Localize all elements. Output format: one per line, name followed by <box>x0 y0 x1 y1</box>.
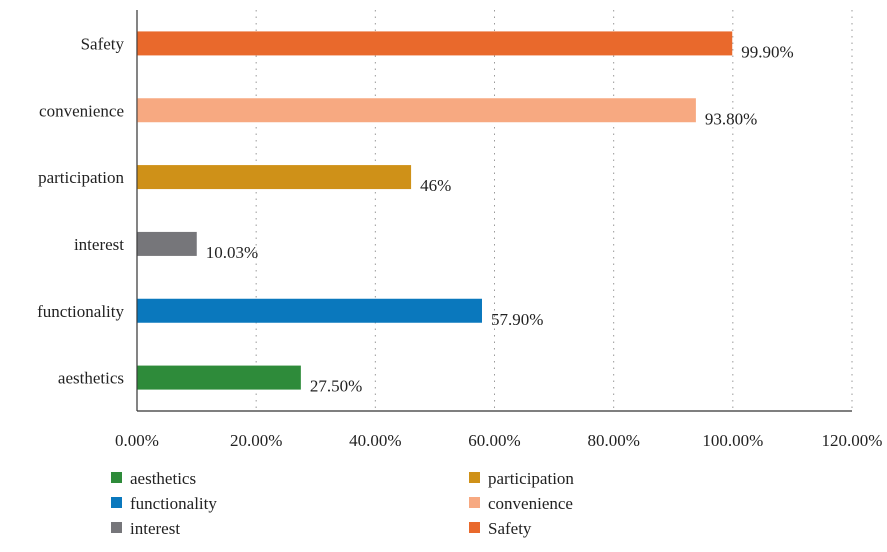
data-label-convenience: 93.80% <box>705 109 757 128</box>
bar-safety <box>137 31 733 56</box>
x-tick-label: 80.00% <box>587 431 639 450</box>
x-tick-labels: 0.00% 20.00% 40.00% 60.00% 80.00% 100.00% 120.… <box>115 431 882 450</box>
legend: aesthetics functionality interest participa… <box>111 469 574 538</box>
legend-label: functionality <box>130 494 217 513</box>
data-labels: 27.50% 57.90% 10.03% 46% 93.80% 99.90% <box>206 42 794 395</box>
legend-item-functionality: functionality <box>111 494 217 513</box>
legend-label: Safety <box>488 519 532 538</box>
legend-label: aesthetics <box>130 469 196 488</box>
legend-swatch <box>111 522 122 533</box>
data-label-participation: 46% <box>420 176 451 195</box>
legend-swatch <box>469 472 480 483</box>
data-label-interest: 10.03% <box>206 243 258 262</box>
category-labels: aesthetics functionality interest participa… <box>37 34 124 387</box>
x-tick-label: 40.00% <box>349 431 401 450</box>
legend-label: convenience <box>488 494 573 513</box>
legend-label: participation <box>488 469 574 488</box>
legend-item-safety: Safety <box>469 519 532 538</box>
category-label-convenience: convenience <box>39 101 124 120</box>
legend-item-aesthetics: aesthetics <box>111 469 196 488</box>
data-label-functionality: 57.90% <box>491 310 543 329</box>
bar-aesthetics <box>137 365 301 390</box>
grid-lines <box>255 10 853 411</box>
data-label-safety: 99.90% <box>741 42 793 61</box>
data-label-aesthetics: 27.50% <box>310 377 362 396</box>
bar-participation <box>137 165 412 190</box>
legend-swatch <box>469 497 480 508</box>
bar-convenience <box>137 98 696 123</box>
x-tick-label: 100.00% <box>702 431 763 450</box>
category-label-aesthetics: aesthetics <box>58 369 124 388</box>
category-label-safety: Safety <box>81 34 125 53</box>
legend-item-convenience: convenience <box>469 494 573 513</box>
category-label-functionality: functionality <box>37 302 124 321</box>
x-tick-label: 120.00% <box>822 431 883 450</box>
legend-label: interest <box>130 519 180 538</box>
legend-item-participation: participation <box>469 469 574 488</box>
category-label-participation: participation <box>38 168 124 187</box>
bar-functionality <box>137 298 482 323</box>
x-tick-label: 20.00% <box>230 431 282 450</box>
legend-item-interest: interest <box>111 519 180 538</box>
legend-swatch <box>111 497 122 508</box>
axes <box>136 10 852 412</box>
bars <box>137 31 733 390</box>
legend-swatch <box>111 472 122 483</box>
legend-swatch <box>469 522 480 533</box>
category-label-interest: interest <box>74 235 124 254</box>
x-tick-label: 0.00% <box>115 431 159 450</box>
bar-interest <box>137 231 197 256</box>
x-tick-label: 60.00% <box>468 431 520 450</box>
